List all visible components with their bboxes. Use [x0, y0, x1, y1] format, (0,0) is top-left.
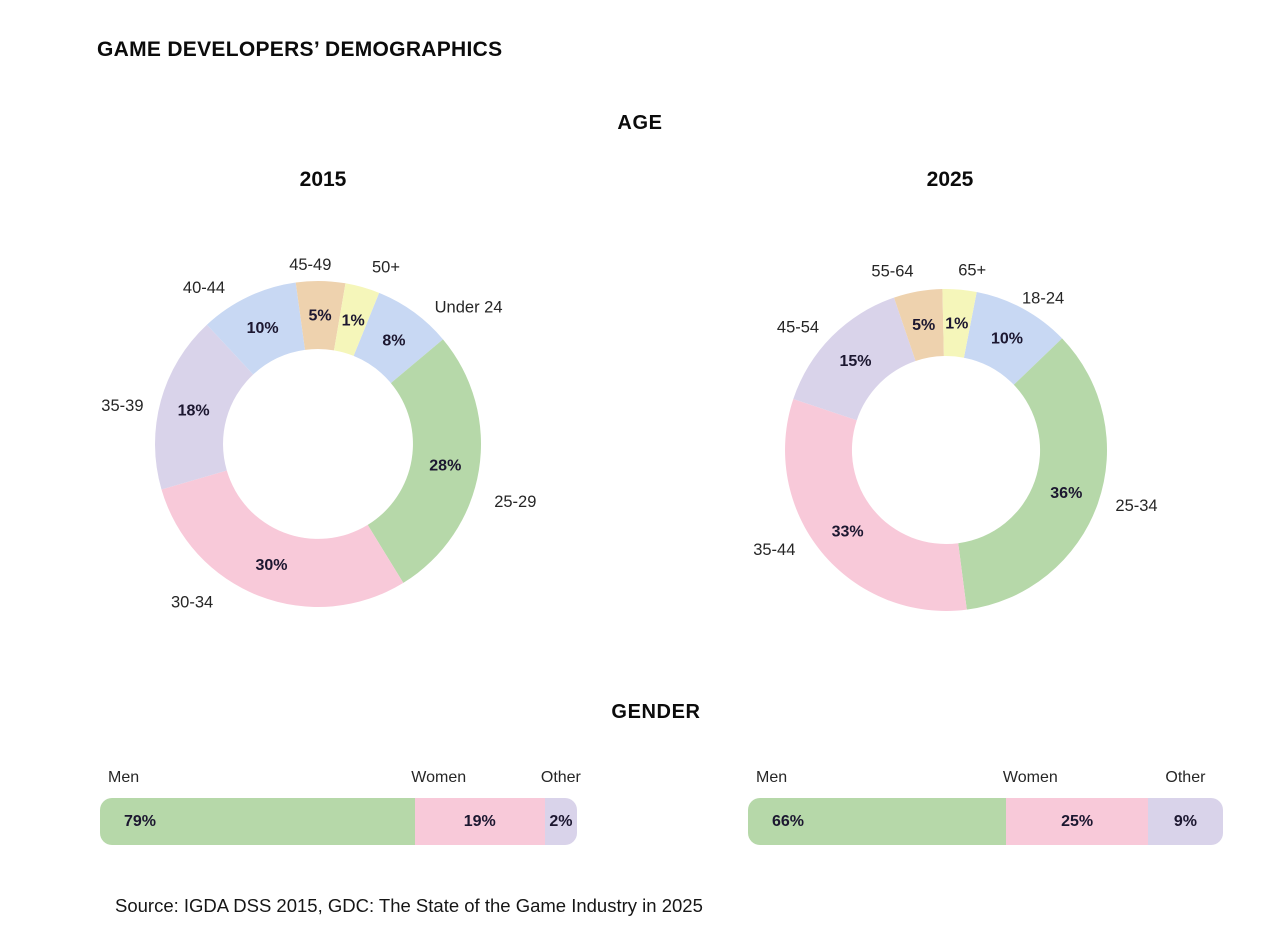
slice-percent-label: 18% — [178, 402, 210, 419]
slice-percent-label: 10% — [991, 331, 1023, 348]
slice-percent-label: 33% — [832, 524, 864, 541]
slice-percent-label: 10% — [247, 320, 279, 337]
slice-category-label: 35-39 — [101, 397, 143, 415]
bar-category-label-women: Women — [1002, 769, 1058, 786]
bar-category-label-men: Men — [108, 769, 140, 786]
bar-segment-men: 79% — [100, 798, 415, 845]
donut-slice-35-39 — [155, 324, 254, 490]
page-title: GAME DEVELOPERS’ DEMOGRAPHICS — [97, 38, 503, 61]
donut-slice-25-34 — [958, 338, 1108, 610]
gender-bar-2015: 79% 19% 2% Men Women Other — [100, 769, 581, 845]
slice-category-label: 45-54 — [777, 318, 819, 336]
gender-bar-track: 66% 25% 9% — [748, 798, 1223, 845]
slice-percent-label: 28% — [429, 457, 461, 474]
bar-segment-percent: 19% — [463, 812, 496, 830]
donut-2025-title: 2025 — [926, 168, 974, 191]
bar-category-label-women: Women — [411, 769, 467, 786]
slice-category-label: 50+ — [372, 259, 400, 277]
slice-percent-label: 8% — [382, 332, 405, 349]
bar-segment-percent: 25% — [1061, 812, 1094, 830]
bar-segment-women: 19% — [414, 798, 545, 845]
bar-segment-other: 9% — [1147, 798, 1223, 845]
bar-category-label-other: Other — [540, 769, 581, 786]
bar-segment-percent: 66% — [772, 812, 805, 830]
slice-category-label: 30-34 — [171, 594, 213, 612]
donut-slice-35-44 — [785, 399, 967, 611]
slice-percent-label: 5% — [309, 308, 332, 325]
source-text: Source: IGDA DSS 2015, GDC: The State of… — [115, 895, 703, 916]
slice-percent-label: 36% — [1050, 485, 1082, 502]
slice-percent-label: 5% — [912, 317, 935, 334]
donut-slice-55-64 — [894, 289, 944, 361]
bar-segment-percent: 2% — [549, 812, 573, 830]
slice-percent-label: 1% — [945, 316, 968, 333]
donut-slice-45-49 — [295, 280, 346, 351]
slice-category-label: 35-44 — [753, 541, 795, 559]
slice-category-label: Under 24 — [435, 298, 503, 316]
slice-category-label: 40-44 — [183, 279, 225, 297]
slice-category-label: 25-34 — [1115, 497, 1157, 515]
gender-section-heading: GENDER — [611, 701, 701, 723]
age-donut-chart-2025: 10% 18-24 36% 25-34 33% 35-44 15% 45-54 5% 55-64 1… — [753, 261, 1158, 611]
donut-slice-25-29 — [367, 339, 481, 583]
bar-segment-women: 25% — [1006, 798, 1148, 845]
donut-slice-under-24 — [353, 292, 443, 384]
age-donut-chart-2015: 8% Under 24 28% 25-29 30% 30-34 18% 35-39 10% 40-… — [101, 256, 536, 612]
slice-category-label: 65+ — [958, 261, 986, 279]
slice-category-label: 25-29 — [494, 493, 536, 511]
donut-slice-65+ — [942, 288, 977, 358]
bar-segment-men: 66% — [748, 798, 1007, 845]
slice-category-label: 45-49 — [289, 256, 331, 274]
donut-slice-50+ — [334, 283, 380, 356]
age-section-heading: AGE — [617, 112, 663, 134]
slice-percent-label: 15% — [839, 353, 871, 370]
bar-category-label-men: Men — [756, 769, 788, 786]
bar-segment-percent: 79% — [124, 812, 157, 830]
slice-percent-label: 1% — [342, 313, 365, 330]
donut-slice-18-24 — [963, 292, 1063, 385]
donut-slice-40-44 — [206, 282, 305, 375]
slice-category-label: 18-24 — [1022, 289, 1064, 307]
bar-segment-percent: 9% — [1173, 812, 1197, 830]
gender-bar-track: 79% 19% 2% — [100, 798, 577, 845]
bar-segment-other: 2% — [544, 798, 577, 845]
donut-slice-45-54 — [793, 297, 916, 421]
slice-percent-label: 30% — [255, 557, 287, 574]
gender-bar-2025: 66% 25% 9% Men Women Other — [748, 769, 1223, 845]
donut-slice-30-34 — [161, 470, 404, 607]
donut-2015-title: 2015 — [299, 168, 347, 191]
bar-category-label-other: Other — [1165, 769, 1206, 786]
slice-category-label: 55-64 — [871, 262, 913, 280]
